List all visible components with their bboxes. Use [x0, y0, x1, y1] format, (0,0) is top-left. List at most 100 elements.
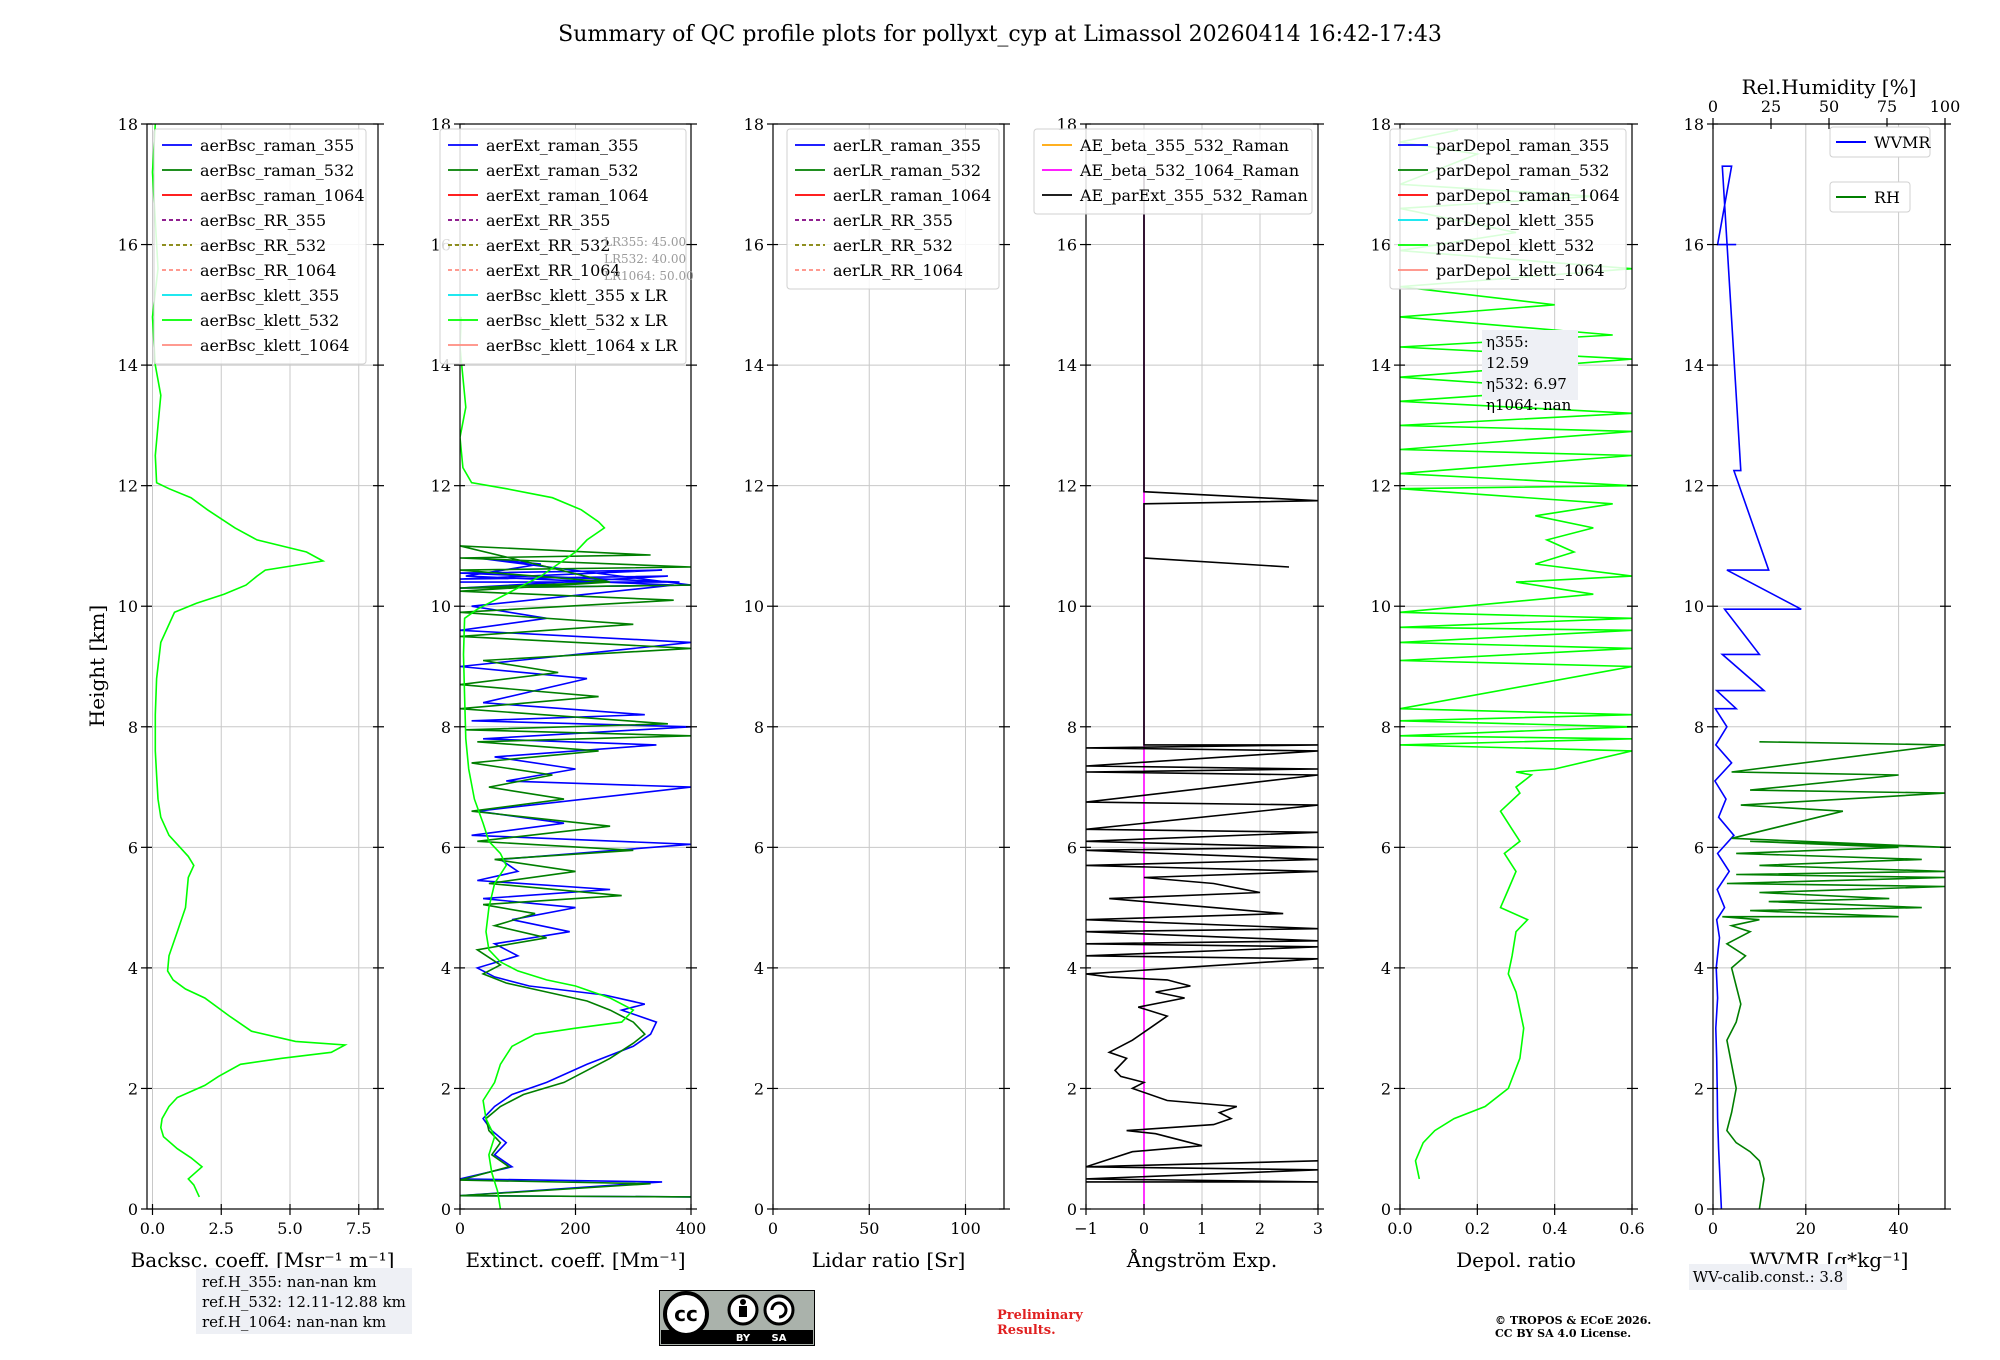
cc-by-label: BY — [736, 1333, 751, 1344]
ytick-label: 10 — [1371, 597, 1391, 616]
legend-box — [1829, 181, 1911, 213]
ytick-label: 10 — [744, 597, 764, 616]
series-aerExt_raman_532 — [460, 545, 691, 1198]
legend-label: parDepol_klett_1064 — [1436, 261, 1605, 280]
legend-label: aerLR_raman_1064 — [833, 186, 991, 205]
legend-label: aerBsc_klett_355 — [200, 286, 339, 305]
xtick-label: 200 — [560, 1219, 591, 1238]
cc-by-sa-icon: cc BY SA — [659, 1290, 815, 1346]
legend-label: aerBsc_RR_532 — [200, 236, 326, 255]
ytick-label: 2 — [128, 1079, 138, 1098]
x2tick-label: 75 — [1877, 97, 1897, 116]
lr-note-1: LR532: 40.00 — [604, 252, 686, 266]
ytick-label: 14 — [1371, 356, 1391, 375]
x2tick-label: 50 — [1819, 97, 1839, 116]
ytick-label: 6 — [1067, 838, 1077, 857]
legend-label: parDepol_raman_532 — [1436, 161, 1609, 180]
preliminary-line-2: Results. — [997, 1323, 1056, 1338]
xtick-label: 0.0 — [140, 1219, 165, 1238]
legend-label: aerLR_raman_355 — [833, 136, 981, 155]
legend-label: aerLR_RR_355 — [833, 211, 953, 230]
ytick-label: 0 — [1067, 1200, 1077, 1219]
x2tick-label: 0 — [1708, 97, 1718, 116]
series-AE_parExt_355_532_Raman — [1086, 166, 1318, 1183]
legend-label: aerLR_raman_532 — [833, 161, 981, 180]
copyright-line-1: © TROPOS & ECoE 2026. — [1495, 1314, 1652, 1327]
xtick-label: 0.6 — [1619, 1219, 1644, 1238]
ytick-label: 6 — [1381, 838, 1391, 857]
legend-label: aerBsc_klett_1064 — [200, 336, 349, 355]
cc-sa-label: SA — [772, 1333, 787, 1344]
reference-height-box: ref.H_355: nan-nan km ref.H_532: 12.11-1… — [196, 1268, 412, 1334]
ytick-label: 16 — [1057, 236, 1077, 255]
legend-label: WVMR — [1874, 133, 1931, 152]
xtick-label: 0.4 — [1542, 1219, 1567, 1238]
y-axis-label: Height [km] — [85, 605, 109, 727]
ytick-label: 4 — [1381, 959, 1391, 978]
legend-box — [1033, 128, 1313, 215]
legend-label: aerBsc_RR_1064 — [200, 261, 336, 280]
xtick-label: 50 — [859, 1219, 879, 1238]
legend-label: parDepol_klett_355 — [1436, 211, 1594, 230]
ytick-label: 4 — [754, 959, 764, 978]
legend-label: aerBsc_raman_532 — [200, 161, 354, 180]
ytick-label: 2 — [1694, 1079, 1704, 1098]
ytick-label: 12 — [1057, 477, 1077, 496]
ytick-label: 14 — [1057, 356, 1077, 375]
ytick-label: 6 — [441, 838, 451, 857]
legend-box — [1829, 126, 1931, 158]
legend-label: AE_parExt_355_532_Raman — [1079, 186, 1308, 205]
ytick-label: 16 — [1371, 236, 1391, 255]
legend-label: aerExt_RR_1064 — [486, 261, 621, 280]
legend-box — [439, 128, 687, 365]
ytick-label: 10 — [1684, 597, 1704, 616]
ytick-label: 8 — [1381, 718, 1391, 737]
series-WVMR — [1713, 165, 1802, 1209]
legend-label: aerBsc_klett_532 — [200, 311, 339, 330]
ytick-label: 4 — [1067, 959, 1077, 978]
xtick-label: 40 — [1888, 1219, 1908, 1238]
ytick-label: 14 — [744, 356, 764, 375]
legend-label: aerLR_RR_1064 — [833, 261, 963, 280]
ytick-label: 4 — [1694, 959, 1704, 978]
ytick-label: 0 — [128, 1200, 138, 1219]
ytick-label: 4 — [128, 959, 138, 978]
series-parDepol_klett_532 — [1400, 129, 1632, 1180]
ytick-label: 12 — [1371, 477, 1391, 496]
x-axis-label: Extinct. coeff. [Mm⁻¹] — [465, 1248, 685, 1272]
x2tick-label: 100 — [1930, 97, 1961, 116]
x-axis-label: Depol. ratio — [1456, 1248, 1576, 1272]
x2tick-label: 25 — [1761, 97, 1781, 116]
legend-label: aerExt_raman_1064 — [486, 186, 649, 205]
x2-axis-label: Rel.Humidity [%] — [1742, 75, 1917, 99]
ytick-label: 8 — [1067, 718, 1077, 737]
xtick-label: 0.2 — [1465, 1219, 1490, 1238]
legend-label: aerBsc_RR_355 — [200, 211, 326, 230]
panel-ext: 0246810121416180200400Extinct. coeff. [M… — [431, 115, 707, 1272]
eta-1064: η1064: nan — [1486, 396, 1572, 414]
legend-label: parDepol_raman_1064 — [1436, 186, 1620, 205]
axes-frame — [146, 123, 379, 1210]
ytick-label: 12 — [431, 477, 451, 496]
panel-lr: 0 2 4 6 8 10 12 14 16 18 0 50 100 Lidar ratio [Sr] aer… — [744, 115, 1010, 1272]
xtick-label: 0 — [1139, 1219, 1149, 1238]
ytick-label: 12 — [118, 477, 138, 496]
axes-frame — [1399, 123, 1633, 1210]
ytick-label: 0 — [1694, 1200, 1704, 1219]
axes-frame — [1712, 123, 1946, 1210]
ytick-label: 8 — [1694, 718, 1704, 737]
panel-depol: 0 2 4 6 8 10 12 14 16 18 0.0 0.2 0.4 0.6 Depol. ratio p… — [1371, 115, 1645, 1272]
legend-label: aerLR_RR_532 — [833, 236, 953, 255]
legend-label: aerExt_raman_355 — [486, 136, 639, 155]
xtick-label: 2 — [1255, 1219, 1265, 1238]
xtick-label: 3 — [1313, 1219, 1323, 1238]
x-axis-label: Lidar ratio [Sr] — [812, 1248, 966, 1272]
ytick-label: 0 — [754, 1200, 764, 1219]
axes-frame — [772, 123, 1005, 1210]
ytick-label: 10 — [431, 597, 451, 616]
legend-label: aerExt_RR_532 — [486, 236, 610, 255]
preliminary-line-1: Preliminary — [997, 1308, 1083, 1323]
xtick-label: 0 — [455, 1219, 465, 1238]
